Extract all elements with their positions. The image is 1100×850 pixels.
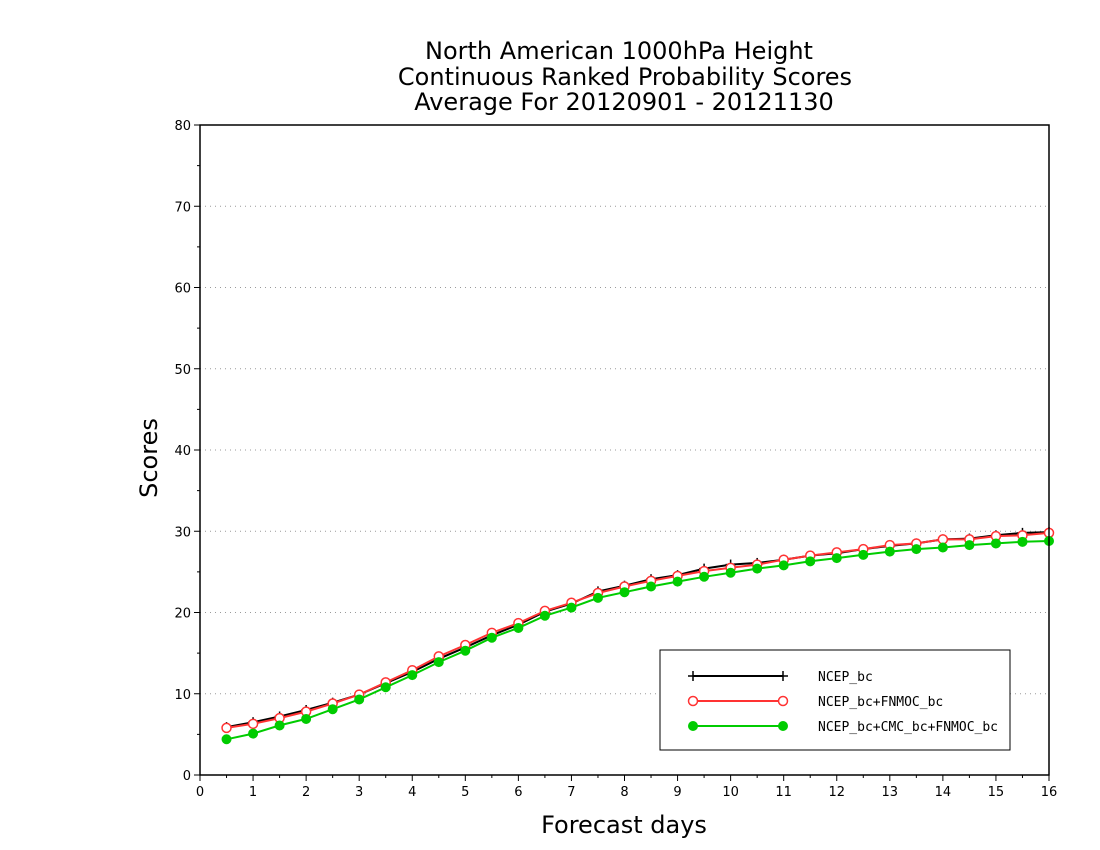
data-point	[460, 645, 471, 656]
data-point	[778, 560, 789, 571]
data-point	[937, 542, 948, 553]
data-point	[566, 602, 577, 613]
y-tick-label: 20	[174, 607, 191, 622]
data-point	[990, 538, 1001, 549]
x-tick-label: 1	[249, 785, 257, 800]
data-point	[884, 546, 895, 557]
axis-ticks: 0 1 2 3 4 5 6 7 8 9 10 11 12 13 14 15 160102030405060708…	[174, 119, 1057, 800]
data-point	[672, 576, 683, 587]
x-tick-label: 4	[408, 785, 416, 800]
data-point	[699, 571, 710, 582]
y-tick-label: 30	[174, 525, 191, 540]
gridlines	[200, 205, 1049, 695]
x-tick-label: 10	[722, 785, 739, 800]
x-tick-label: 13	[882, 785, 899, 800]
data-point	[619, 587, 630, 598]
data-point	[858, 549, 869, 560]
y-tick-label: 10	[174, 688, 191, 703]
x-tick-label: 2	[302, 785, 310, 800]
legend-label: NCEP_bc+CMC_bc+FNMOC_bc	[818, 720, 998, 735]
y-tick-label: 70	[174, 200, 191, 215]
legend-marker	[688, 721, 698, 731]
series-3	[221, 536, 1054, 745]
data-point	[725, 567, 736, 578]
data-point	[592, 592, 603, 603]
x-tick-label: 16	[1041, 785, 1058, 800]
data-point	[247, 718, 259, 730]
data-point	[221, 734, 232, 745]
x-axis-label: Forecast days	[541, 811, 707, 839]
data-point	[752, 563, 763, 574]
legend-marker	[778, 671, 788, 681]
data-point	[380, 682, 391, 693]
x-tick-label: 12	[828, 785, 845, 800]
data-point	[248, 728, 259, 739]
data-point	[646, 581, 657, 592]
legend-item: NCEP_bc	[688, 670, 873, 685]
data-point	[831, 553, 842, 564]
y-tick-label: 0	[183, 769, 191, 784]
data-point	[301, 713, 312, 724]
legend-label: NCEP_bc	[818, 670, 873, 685]
x-tick-label: 0	[196, 785, 204, 800]
y-tick-label: 40	[174, 444, 191, 459]
data-point	[1017, 536, 1028, 547]
x-tick-label: 5	[461, 785, 469, 800]
data-point	[805, 556, 816, 567]
data-point	[486, 632, 497, 643]
y-tick-label: 60	[174, 282, 191, 297]
data-point	[327, 704, 338, 715]
x-tick-label: 11	[775, 785, 792, 800]
data-point	[407, 670, 418, 681]
x-tick-label: 14	[935, 785, 952, 800]
series-layer	[221, 527, 1055, 745]
legend-label: NCEP_bc+FNMOC_bc	[818, 695, 943, 710]
legend-marker	[777, 695, 789, 707]
data-point	[964, 540, 975, 551]
x-tick-label: 7	[567, 785, 575, 800]
y-axis-label: Scores	[135, 418, 163, 498]
x-tick-label: 3	[355, 785, 363, 800]
data-point	[274, 720, 285, 731]
chart-title: North American 1000hPa Height Continuous…	[398, 37, 852, 116]
title-line-1: North American 1000hPa Height	[425, 37, 813, 65]
data-point	[354, 694, 365, 705]
data-point	[433, 657, 444, 668]
data-point	[221, 722, 232, 734]
y-tick-label: 50	[174, 363, 191, 378]
legend: NCEP_bc NCEP_bc+FNMOC_bc NCEP_bc+CMC_bc+FN…	[659, 649, 1011, 751]
legend-marker	[688, 671, 698, 681]
legend-item: NCEP_bc+FNMOC_bc	[687, 695, 943, 710]
title-line-2: Continuous Ranked Probability Scores	[398, 63, 852, 91]
x-tick-label: 8	[620, 785, 628, 800]
legend-marker	[687, 695, 699, 707]
x-tick-label: 6	[514, 785, 522, 800]
y-tick-label: 80	[174, 119, 191, 134]
title-line-3: Average For 20120901 - 20121130	[414, 88, 834, 116]
data-point	[911, 544, 922, 555]
data-point	[539, 610, 550, 621]
legend-marker	[778, 721, 788, 731]
legend-item: NCEP_bc+CMC_bc+FNMOC_bc	[688, 720, 998, 735]
data-point	[513, 622, 524, 633]
x-tick-label: 15	[988, 785, 1005, 800]
x-tick-label: 9	[673, 785, 681, 800]
